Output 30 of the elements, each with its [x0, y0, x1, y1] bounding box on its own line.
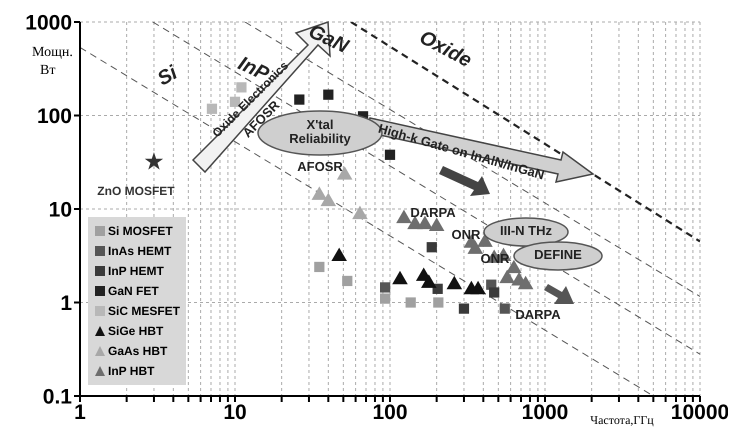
- y-tick-label: 100: [36, 104, 72, 128]
- x-tick-label: 100: [372, 400, 408, 424]
- annotation: AFOSR: [297, 159, 344, 174]
- annotation: Si: [154, 62, 182, 91]
- annotation: ONR: [452, 227, 482, 242]
- y-tick-label: 1000: [25, 11, 72, 34]
- legend-label: SiC MESFET: [108, 304, 180, 318]
- annotation: ZnO MOSFET: [97, 184, 176, 198]
- annotation: GaN: [305, 20, 352, 58]
- annotation: III-N THz: [500, 223, 552, 238]
- annotation: DEFINE: [534, 247, 582, 262]
- legend-label: Si MOSFET: [108, 224, 173, 238]
- y-tick-label: 10: [48, 198, 72, 222]
- legend-label: GaAs HBT: [108, 344, 168, 358]
- annotation: X'tal Reliability: [289, 117, 352, 146]
- legend-label: InP HBT: [108, 364, 154, 378]
- legend-label: InAs HEMT: [108, 244, 172, 258]
- annotation: DARPA: [410, 205, 456, 220]
- y-tick-label: 1: [60, 292, 72, 315]
- y-axis-title: Мощн. Вт: [32, 45, 73, 78]
- legend-label: InP HEMT: [108, 264, 164, 278]
- x-tick-label: 10000: [670, 400, 730, 424]
- y-tick-label: 0.1: [42, 385, 72, 408]
- x-axis-title: Частота,ГГц: [590, 413, 654, 427]
- annotation: Oxide: [416, 26, 476, 72]
- annotation: DARPA: [515, 307, 562, 322]
- legend-label: GaN FET: [108, 284, 159, 298]
- x-tick-label: 1000: [522, 400, 568, 424]
- x-tick-label: 10: [223, 400, 247, 424]
- legend-label: SiGe HBT: [108, 324, 164, 338]
